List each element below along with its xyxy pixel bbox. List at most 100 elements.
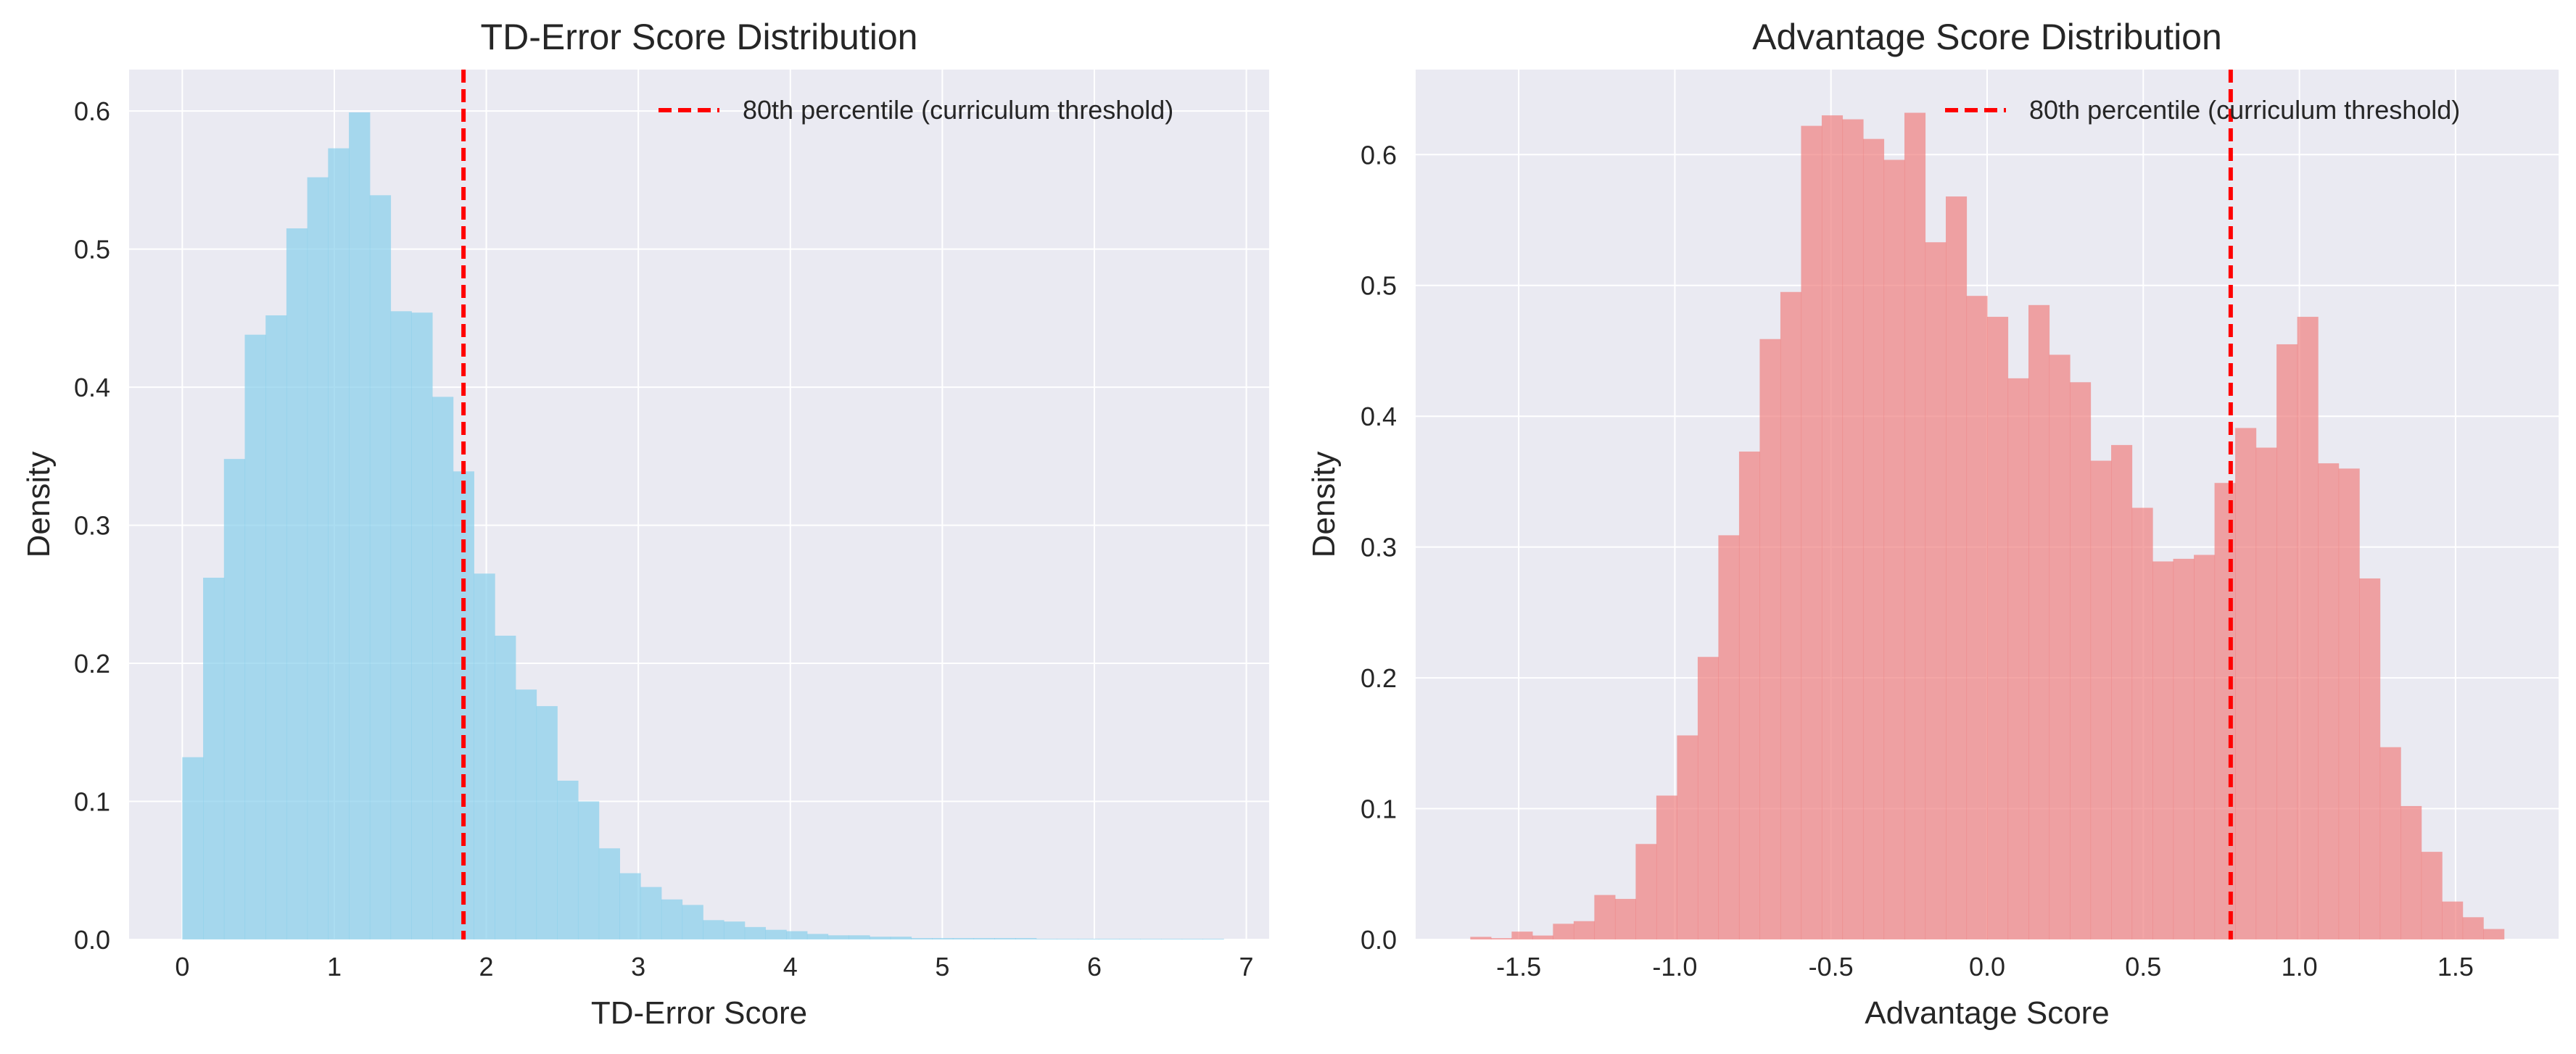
- histogram-bar: [2235, 428, 2257, 939]
- histogram-bar: [619, 873, 641, 939]
- histogram-bar: [2194, 555, 2216, 939]
- histogram-bar: [1780, 291, 1802, 939]
- histogram-bar: [223, 459, 246, 939]
- histogram-bar: [495, 635, 516, 939]
- histogram-bar: [474, 573, 495, 939]
- histogram-bar: [744, 926, 766, 939]
- histogram-bar: [2028, 304, 2050, 940]
- histogram-bar: [2007, 378, 2029, 939]
- histogram-bar: [1532, 935, 1553, 939]
- histogram-bar: [1015, 938, 1037, 939]
- histogram-bar: [307, 177, 329, 940]
- histogram-bar: [1614, 899, 1637, 939]
- x-tick-label: 4: [783, 952, 798, 982]
- legend: 80th percentile (curriculum threshold): [659, 95, 1173, 125]
- histogram-bar: [2297, 317, 2319, 940]
- histogram-bar: [577, 801, 600, 939]
- histogram-bar: [2483, 929, 2505, 939]
- histogram-bar: [515, 689, 537, 939]
- x-tick-label: 6: [1087, 952, 1102, 982]
- histogram-bar: [1966, 296, 1988, 940]
- histogram-bar: [1553, 924, 1574, 939]
- histogram-bar: [1987, 317, 2009, 940]
- histogram-bar: [328, 148, 350, 940]
- x-tick-label: -1.0: [1652, 952, 1697, 982]
- x-tick-label: 7: [1239, 952, 1254, 982]
- histogram-bar: [349, 112, 371, 940]
- y-tick-label: 0.0: [74, 925, 110, 955]
- histogram-bar: [1677, 735, 1698, 939]
- histogram-bar: [661, 899, 683, 939]
- histogram-bar: [1511, 931, 1533, 939]
- histogram-bar: [2090, 460, 2112, 939]
- histogram-bar: [994, 938, 1016, 939]
- histogram-bar: [557, 780, 579, 939]
- histogram-bar: [1883, 159, 1905, 940]
- y-tick-label: 0.6: [74, 96, 110, 126]
- histogram-bar: [2131, 507, 2153, 939]
- histogram-bar: [973, 938, 995, 939]
- y-tick-label: 0.5: [1361, 271, 1397, 301]
- axis-ticks: 0.0 0.1 0.2 0.3 0.4 0.5 0.6 0 1 2 3 4 5 6 7: [74, 96, 1254, 982]
- histogram-bar: [1759, 339, 1781, 939]
- x-tick-label: 3: [631, 952, 645, 982]
- histogram-bar: [1490, 938, 1512, 939]
- histogram-bar: [2152, 561, 2174, 939]
- y-tick-label: 0.0: [1361, 925, 1397, 955]
- y-tick-label: 0.1: [1361, 794, 1397, 824]
- histogram-bar: [2173, 558, 2195, 939]
- histogram-bar: [286, 228, 308, 939]
- x-tick-label: -0.5: [1809, 952, 1854, 982]
- x-tick-label: 0.0: [1969, 952, 2005, 982]
- histogram-bar: [932, 938, 954, 939]
- y-tick-label: 0.2: [1361, 663, 1397, 693]
- histogram-bar: [2379, 747, 2401, 939]
- histogram-bar: [1635, 844, 1657, 939]
- histogram-bar: [703, 920, 724, 939]
- histogram-bar: [182, 757, 204, 939]
- histogram-bar: [1573, 921, 1595, 939]
- x-tick-label: 0: [175, 952, 189, 982]
- x-tick-label: 2: [479, 952, 494, 982]
- y-tick-label: 0.6: [1361, 140, 1397, 170]
- x-tick-label: 1.5: [2437, 952, 2474, 982]
- histogram-bar: [411, 312, 433, 939]
- histogram-bar: [2462, 917, 2484, 939]
- y-tick-label: 0.4: [74, 373, 110, 402]
- x-tick-label: 5: [935, 952, 949, 982]
- histogram-bar: [723, 921, 746, 939]
- histogram-bar: [1904, 112, 1926, 940]
- histogram-bar: [1594, 895, 1616, 939]
- histogram-bar: [1842, 119, 1864, 940]
- y-tick-label: 0.4: [1361, 402, 1397, 431]
- td-error-chart: 0.0 0.1 0.2 0.3 0.4 0.5 0.6 0 1 2 3 4 5 6 7 TD-Error S…: [21, 17, 1269, 1031]
- legend-label: 80th percentile (curriculum threshold): [2029, 95, 2460, 125]
- histogram-bars: [182, 112, 1224, 940]
- y-tick-label: 0.3: [74, 511, 110, 541]
- y-axis-label: Density: [21, 452, 57, 558]
- histogram-bar: [827, 935, 849, 939]
- histogram-bar: [2111, 444, 2133, 939]
- histogram-bar: [849, 935, 870, 939]
- histogram-bar: [1718, 535, 1740, 939]
- legend-label: 80th percentile (curriculum threshold): [743, 95, 1173, 125]
- x-tick-label: -1.5: [1496, 952, 1541, 982]
- histogram-bar: [203, 577, 225, 939]
- histogram-bar: [1656, 795, 1678, 939]
- y-tick-label: 0.3: [1361, 533, 1397, 563]
- histogram-bar: [244, 334, 266, 939]
- y-tick-label: 0.1: [74, 787, 110, 817]
- histogram-bar: [765, 929, 787, 939]
- histogram-bar: [536, 706, 558, 939]
- x-tick-label: 1: [327, 952, 342, 982]
- chart-title: TD-Error Score Distribution: [481, 17, 918, 57]
- histogram-bar: [2421, 852, 2443, 939]
- histogram-bar: [1862, 138, 1885, 939]
- histogram-bar: [390, 311, 412, 939]
- histogram-bar: [2338, 468, 2360, 939]
- y-tick-label: 0.2: [74, 649, 110, 679]
- histogram-bar: [2400, 805, 2422, 939]
- histogram-bar: [952, 938, 975, 939]
- axis-ticks: 0.0 0.1 0.2 0.3 0.4 0.5 0.6 -1.5 -1.0 -0.5 0.0 0.5 1…: [1361, 140, 2474, 982]
- histogram-bar: [1738, 451, 1761, 939]
